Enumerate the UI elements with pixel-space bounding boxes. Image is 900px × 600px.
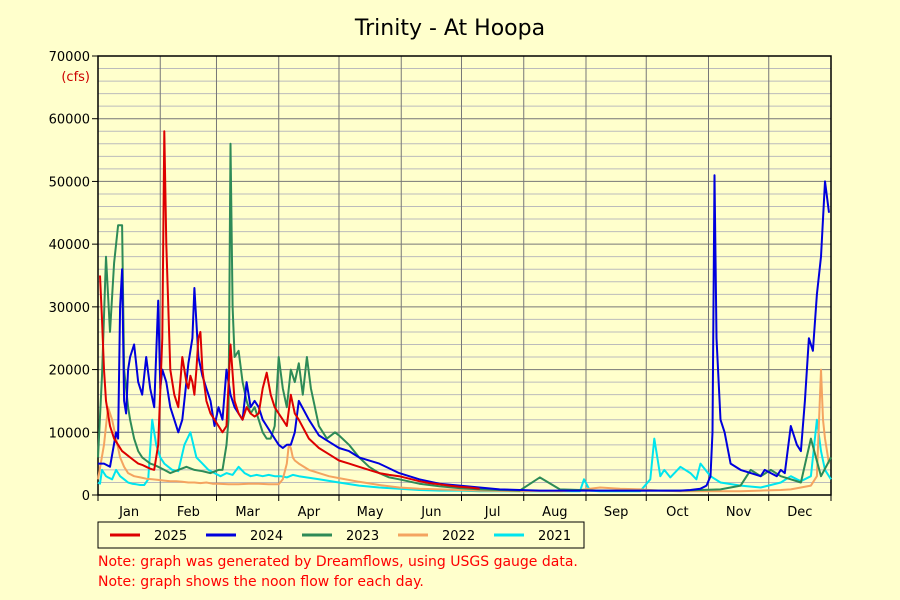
y-axis-unit-label: (cfs) bbox=[61, 70, 90, 85]
x-tick-label-sep: Sep bbox=[604, 505, 629, 520]
series-line-2022 bbox=[97, 368, 830, 493]
x-tick-label-apr: Apr bbox=[298, 505, 321, 520]
y-tick-label: 30000 bbox=[49, 301, 90, 316]
x-tick-label-may: May bbox=[357, 505, 384, 520]
x-tick-label-jan: Jan bbox=[118, 505, 139, 520]
y-tick-label: 0 bbox=[82, 489, 90, 504]
y-tick-label: 50000 bbox=[49, 175, 90, 190]
note-noon-flow: Note: graph shows the noon flow for each… bbox=[98, 574, 424, 590]
x-tick-label-oct: Oct bbox=[666, 505, 688, 520]
y-tick-label: 70000 bbox=[49, 50, 90, 65]
legend-label-2024: 2024 bbox=[250, 529, 283, 544]
chart-title: Trinity - At Hoopa bbox=[354, 16, 545, 41]
series-line-2025 bbox=[99, 130, 480, 490]
x-tick-label-feb: Feb bbox=[177, 505, 200, 520]
legend: 2025 2024 2023 2022 2021 bbox=[97, 521, 585, 549]
x-tick-label-mar: Mar bbox=[235, 505, 260, 520]
x-axis: Jan Feb Mar Apr May Jun Jul Aug Sep Oct Nov Dec bbox=[97, 495, 832, 520]
legend-label-2021: 2021 bbox=[538, 529, 571, 544]
legend-label-2022: 2022 bbox=[442, 529, 475, 544]
y-axis: 0 10000 20000 30000 40000 50000 60000 70000 bbox=[49, 50, 98, 504]
y-tick-label: 40000 bbox=[49, 238, 90, 253]
x-tick-label-aug: Aug bbox=[542, 505, 567, 520]
note-source: Note: graph was generated by Dreamflows,… bbox=[98, 554, 578, 570]
grid bbox=[97, 55, 832, 496]
x-tick-label-jul: Jul bbox=[484, 505, 501, 520]
series-lines bbox=[97, 130, 832, 493]
plot-frame bbox=[97, 55, 832, 496]
x-tick-label-dec: Dec bbox=[787, 505, 812, 520]
series-line-2021 bbox=[97, 418, 832, 493]
y-tick-label: 10000 bbox=[49, 426, 90, 441]
legend-label-2025: 2025 bbox=[154, 529, 187, 544]
y-tick-label: 60000 bbox=[49, 113, 90, 128]
x-tick-label-nov: Nov bbox=[726, 505, 752, 520]
y-tick-label: 20000 bbox=[49, 364, 90, 379]
x-tick-label-jun: Jun bbox=[420, 505, 441, 520]
legend-label-2023: 2023 bbox=[346, 529, 379, 544]
series-line-2023 bbox=[97, 142, 832, 492]
series-line-2024 bbox=[98, 174, 830, 492]
